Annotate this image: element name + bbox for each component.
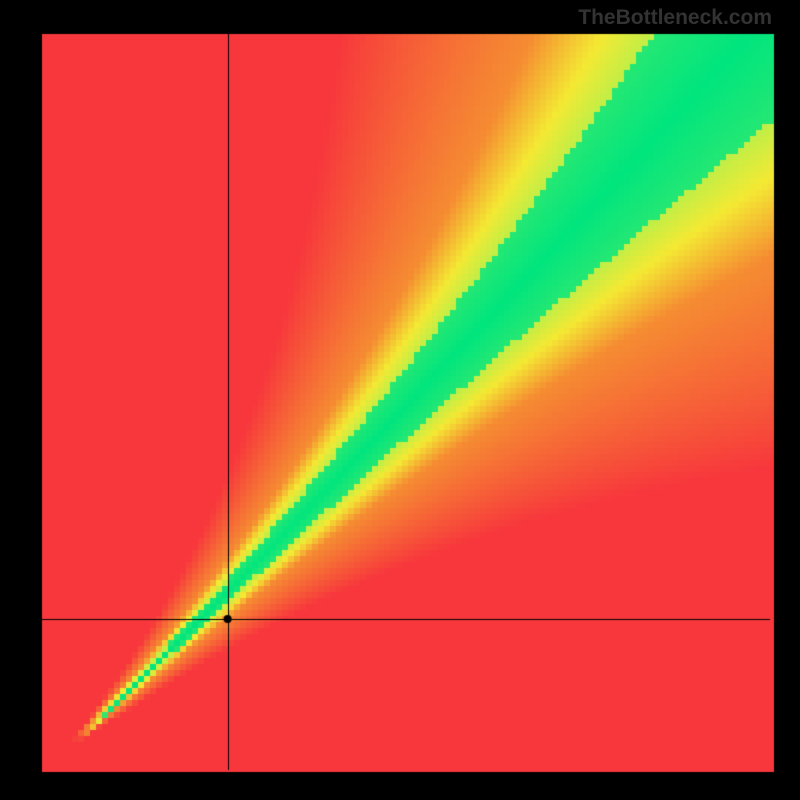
watermark-text: TheBottleneck.com	[578, 6, 772, 30]
bottleneck-heatmap	[0, 0, 800, 800]
